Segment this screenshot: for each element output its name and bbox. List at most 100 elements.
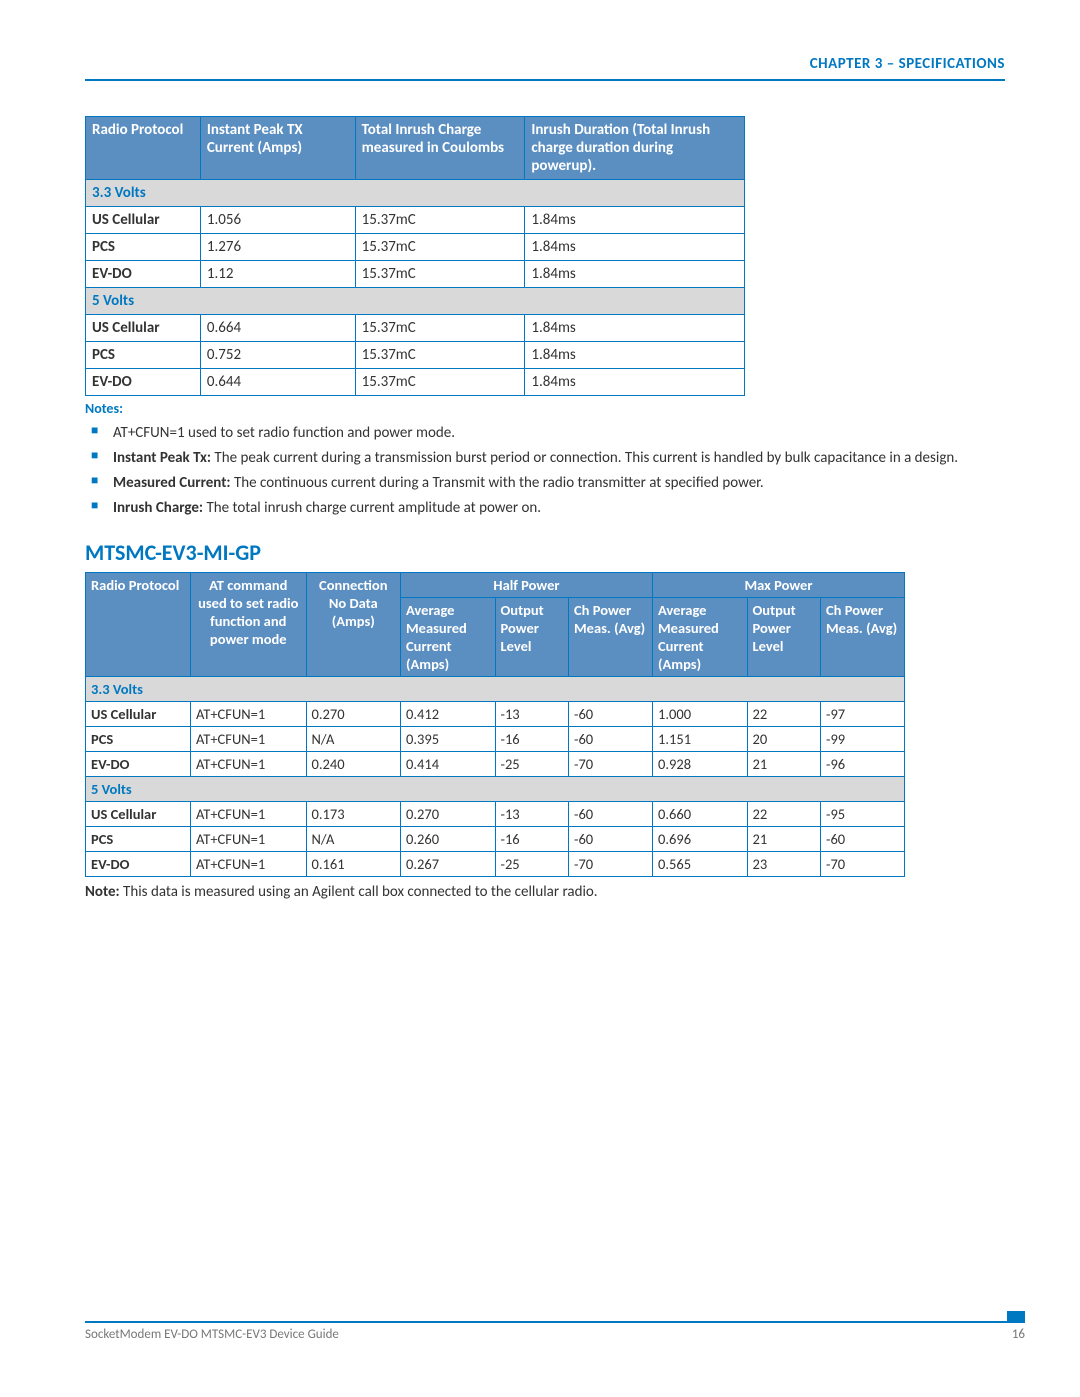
table-cell: 0.414	[401, 752, 496, 777]
table-cell: 15.37mC	[355, 207, 525, 234]
table-cell: 21	[747, 752, 821, 777]
table-cell: -16	[495, 827, 569, 852]
note-item: Measured Current: The continuous current…	[85, 473, 1005, 494]
table1-header: Total Inrush Charge measured in Coulombs	[355, 117, 525, 180]
notes-label: Notes:	[85, 400, 1005, 417]
inrush-table: Radio ProtocolInstant Peak TX Current (A…	[85, 116, 745, 396]
table2-header: Output Power Level	[747, 598, 821, 677]
table2-header: Average Measured Current (Amps)	[653, 598, 748, 677]
table-cell: 0.664	[200, 315, 355, 342]
table-cell: AT+CFUN=1	[191, 752, 307, 777]
table-cell: AT+CFUN=1	[191, 827, 307, 852]
table-row: PCS0.75215.37mC1.84ms	[86, 342, 745, 369]
table2-header: Output Power Level	[495, 598, 569, 677]
table-cell: EV-DO	[86, 261, 201, 288]
table-cell: US Cellular	[86, 315, 201, 342]
table-cell: 1.84ms	[525, 342, 745, 369]
note-item: AT+CFUN=1 used to set radio function and…	[85, 423, 1005, 444]
table-cell: 22	[747, 802, 821, 827]
table-cell: 1.12	[200, 261, 355, 288]
notes-list: AT+CFUN=1 used to set radio function and…	[85, 423, 1005, 519]
table-row: PCSAT+CFUN=1N/A0.395-16-601.15120-99	[86, 727, 905, 752]
table-row: EV-DO1.1215.37mC1.84ms	[86, 261, 745, 288]
table-cell: EV-DO	[86, 752, 191, 777]
table-cell: 0.173	[306, 802, 401, 827]
table2-section-label: 5 Volts	[86, 777, 905, 802]
table-cell: 15.37mC	[355, 234, 525, 261]
table2-note: Note: This data is measured using an Agi…	[85, 883, 1005, 901]
table-cell: 0.161	[306, 852, 401, 877]
table-cell: -60	[569, 827, 653, 852]
table-cell: PCS	[86, 727, 191, 752]
table-cell: -25	[495, 752, 569, 777]
table-cell: -25	[495, 852, 569, 877]
table-cell: 0.565	[653, 852, 748, 877]
table-cell: 22	[747, 702, 821, 727]
table1-header: Radio Protocol	[86, 117, 201, 180]
table-row: EV-DOAT+CFUN=10.2400.414-25-700.92821-96	[86, 752, 905, 777]
table-cell: -60	[569, 802, 653, 827]
section-title: MTSMC-EV3-MI-GP	[85, 539, 1005, 566]
footer-left: SocketModem EV-DO MTSMC-EV3 Device Guide	[85, 1327, 339, 1342]
table-cell: 1.84ms	[525, 261, 745, 288]
table-cell: 15.37mC	[355, 315, 525, 342]
note-item: Instant Peak Tx: The peak current during…	[85, 448, 1005, 469]
table-cell: -16	[495, 727, 569, 752]
table-cell: 0.270	[306, 702, 401, 727]
table-cell: AT+CFUN=1	[191, 852, 307, 877]
table-cell: -70	[821, 852, 905, 877]
table-cell: US Cellular	[86, 207, 201, 234]
table2-section-label: 3.3 Volts	[86, 677, 905, 702]
table-cell: 1.151	[653, 727, 748, 752]
note-item: Inrush Charge: The total inrush charge c…	[85, 498, 1005, 519]
footer-page-number: 16	[1012, 1327, 1025, 1342]
table-cell: -97	[821, 702, 905, 727]
table-cell: 1.84ms	[525, 234, 745, 261]
table-row: EV-DOAT+CFUN=10.1610.267-25-700.56523-70	[86, 852, 905, 877]
table-row: PCS1.27615.37mC1.84ms	[86, 234, 745, 261]
table2-header: Connection No Data (Amps)	[306, 573, 401, 677]
table-cell: 1.84ms	[525, 369, 745, 396]
table-cell: 1.276	[200, 234, 355, 261]
table2-header: Ch Power Meas. (Avg)	[569, 598, 653, 677]
note2-text: This data is measured using an Agilent c…	[120, 883, 598, 901]
table-cell: -99	[821, 727, 905, 752]
table-cell: 0.267	[401, 852, 496, 877]
table2-header: Ch Power Meas. (Avg)	[821, 598, 905, 677]
table-cell: AT+CFUN=1	[191, 802, 307, 827]
table-cell: EV-DO	[86, 852, 191, 877]
table-row: PCSAT+CFUN=1N/A0.260-16-600.69621-60	[86, 827, 905, 852]
table-cell: 0.928	[653, 752, 748, 777]
table-cell: 0.696	[653, 827, 748, 852]
table2-header: AT command used to set radio function an…	[191, 573, 307, 677]
table-cell: -95	[821, 802, 905, 827]
table-cell: 1.84ms	[525, 207, 745, 234]
table-cell: -70	[569, 752, 653, 777]
footer-accent-block	[1007, 1311, 1025, 1321]
table1-section-label: 3.3 Volts	[86, 180, 745, 207]
table-cell: PCS	[86, 342, 201, 369]
table1-section-label: 5 Volts	[86, 288, 745, 315]
table-cell: US Cellular	[86, 702, 191, 727]
table-cell: 1.84ms	[525, 315, 745, 342]
table2-header: Half Power	[401, 573, 653, 598]
table-cell: 15.37mC	[355, 369, 525, 396]
table-cell: 20	[747, 727, 821, 752]
table2-header: Radio Protocol	[86, 573, 191, 677]
table-cell: -96	[821, 752, 905, 777]
table-cell: -60	[569, 702, 653, 727]
table-cell: 1.056	[200, 207, 355, 234]
table-cell: 0.412	[401, 702, 496, 727]
table-cell: AT+CFUN=1	[191, 727, 307, 752]
chapter-header: CHAPTER 3 – SPECIFICATIONS	[85, 55, 1005, 81]
table-cell: PCS	[86, 827, 191, 852]
table-cell: -70	[569, 852, 653, 877]
table-cell: -60	[821, 827, 905, 852]
table-cell: N/A	[306, 827, 401, 852]
table-cell: 0.644	[200, 369, 355, 396]
power-table: Radio ProtocolAT command used to set rad…	[85, 572, 905, 877]
table-cell: PCS	[86, 234, 201, 261]
table-row: US CellularAT+CFUN=10.2700.412-13-601.00…	[86, 702, 905, 727]
table-cell: -60	[569, 727, 653, 752]
table-cell: EV-DO	[86, 369, 201, 396]
